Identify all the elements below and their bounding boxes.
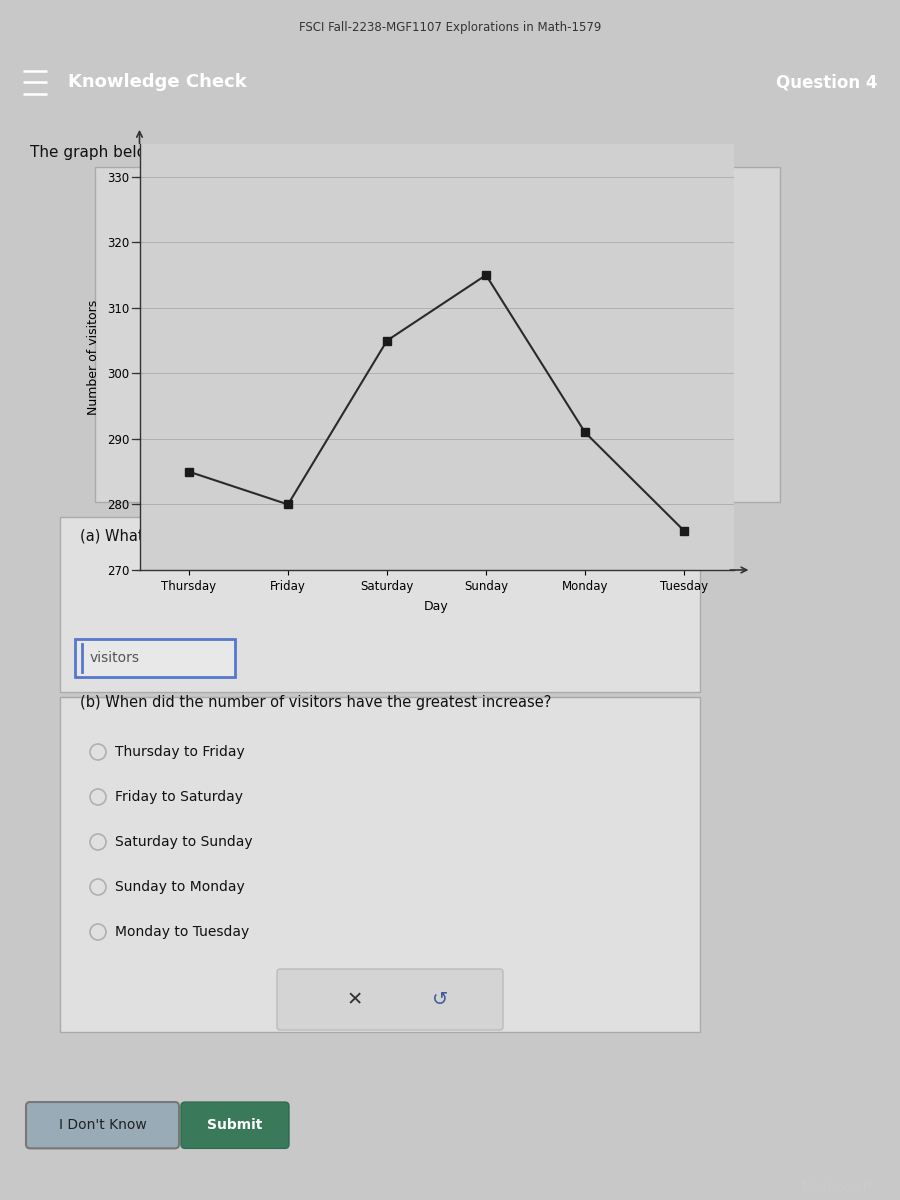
FancyBboxPatch shape xyxy=(60,697,700,1032)
Text: The graph below shows the numbers of visitors at a museum over six days.: The graph below shows the numbers of vis… xyxy=(30,144,610,160)
Text: ↺: ↺ xyxy=(432,990,448,1009)
Text: Friday to Saturday: Friday to Saturday xyxy=(115,790,243,804)
FancyBboxPatch shape xyxy=(181,1102,289,1148)
Text: Question 4: Question 4 xyxy=(776,73,878,91)
Text: Knowledge Check: Knowledge Check xyxy=(68,73,247,91)
Text: visitors: visitors xyxy=(90,650,140,665)
Text: ✕: ✕ xyxy=(346,990,364,1009)
FancyBboxPatch shape xyxy=(26,1102,179,1148)
Text: (a) What was the least number of visitors in a day?: (a) What was the least number of visitor… xyxy=(80,529,455,545)
Text: Monday to Tuesday: Monday to Tuesday xyxy=(115,925,249,938)
FancyBboxPatch shape xyxy=(60,517,700,692)
Text: Sunday to Monday: Sunday to Monday xyxy=(115,880,245,894)
Text: I Don't Know: I Don't Know xyxy=(59,1118,147,1133)
FancyBboxPatch shape xyxy=(277,970,503,1030)
Text: Saturday to Sunday: Saturday to Sunday xyxy=(115,835,253,850)
Text: Submit: Submit xyxy=(207,1118,263,1133)
Text: MacBook P: MacBook P xyxy=(802,1181,870,1194)
FancyBboxPatch shape xyxy=(95,167,780,502)
Text: Thursday to Friday: Thursday to Friday xyxy=(115,745,245,758)
Y-axis label: Number of visitors: Number of visitors xyxy=(87,299,101,415)
FancyBboxPatch shape xyxy=(75,638,235,677)
X-axis label: Day: Day xyxy=(424,600,449,613)
Text: (b) When did the number of visitors have the greatest increase?: (b) When did the number of visitors have… xyxy=(80,695,552,709)
Text: FSCΙ Fall-2238-MGF1107 Explorations in Math-1579: FSCΙ Fall-2238-MGF1107 Explorations in M… xyxy=(299,22,601,35)
